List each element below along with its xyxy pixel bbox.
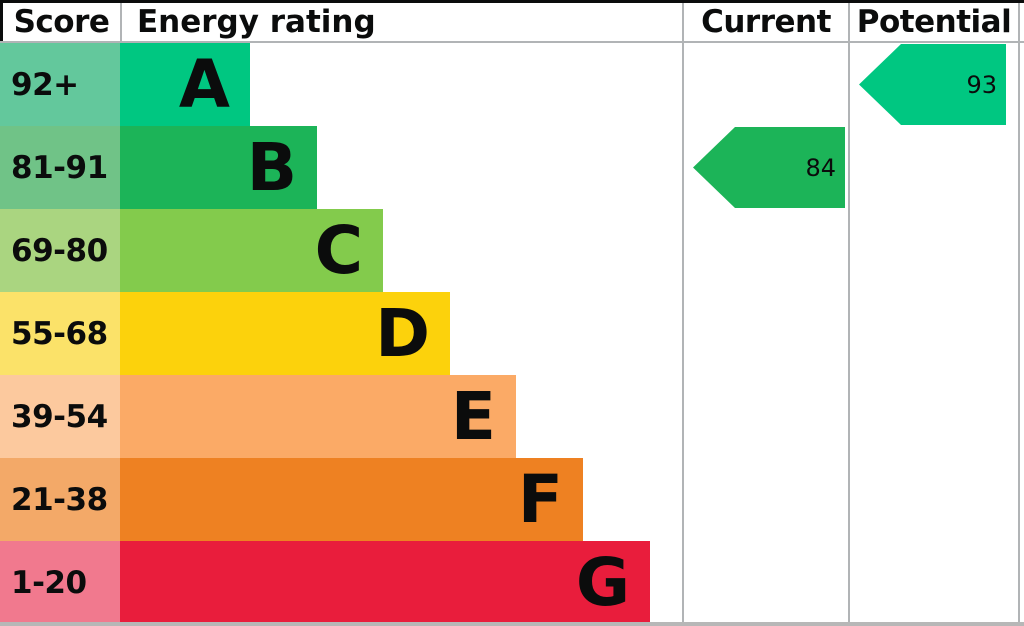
score-range-g: 1-20: [0, 541, 120, 622]
band-row-b: 81-91 B 84: [0, 126, 1024, 209]
potential-arrow: 93: [859, 44, 1006, 125]
header-row: Score Energy rating Current Potential: [0, 3, 1024, 43]
band-row-f: 21-38 F: [0, 458, 1024, 541]
band-letter-e: E: [450, 377, 496, 455]
band-bar-c: C: [120, 209, 383, 292]
band-letter-a: A: [178, 45, 230, 123]
potential-cell-d: [848, 292, 1020, 375]
current-cell-f: [682, 458, 848, 541]
current-cell-a: [682, 43, 848, 126]
potential-value: 93: [966, 70, 997, 99]
band-row-d: 55-68 D: [0, 292, 1024, 375]
band-bar-e: E: [120, 375, 516, 458]
energy-cell-a: A: [120, 43, 682, 126]
energy-cell-g: G: [120, 541, 682, 622]
current-cell-c: [682, 209, 848, 292]
band-row-a: 92+ A 93: [0, 43, 1024, 126]
header-score: Score: [0, 3, 120, 41]
current-cell-e: [682, 375, 848, 458]
band-letter-d: D: [375, 294, 430, 372]
potential-cell-f: [848, 458, 1020, 541]
energy-cell-d: D: [120, 292, 682, 375]
energy-cell-b: B: [120, 126, 682, 209]
header-energy-rating: Energy rating: [120, 3, 682, 41]
potential-cell-c: [848, 209, 1020, 292]
band-bar-g: G: [120, 541, 650, 622]
potential-cell-e: [848, 375, 1020, 458]
current-cell-d: [682, 292, 848, 375]
band-letter-f: F: [517, 460, 563, 538]
band-row-c: 69-80 C: [0, 209, 1024, 292]
band-letter-g: G: [575, 543, 630, 621]
potential-cell-a: 93: [848, 43, 1020, 126]
header-current: Current: [682, 3, 848, 41]
potential-cell-b: [848, 126, 1020, 209]
current-value: 84: [805, 153, 836, 182]
energy-cell-e: E: [120, 375, 682, 458]
current-arrow: 84: [693, 127, 845, 208]
energy-cell-f: F: [120, 458, 682, 541]
score-range-f: 21-38: [0, 458, 120, 541]
score-range-d: 55-68: [0, 292, 120, 375]
band-row-g: 1-20 G: [0, 541, 1024, 622]
band-letter-c: C: [314, 211, 363, 289]
header-potential: Potential: [848, 3, 1020, 41]
band-row-e: 39-54 E: [0, 375, 1024, 458]
band-bar-d: D: [120, 292, 450, 375]
energy-cell-c: C: [120, 209, 682, 292]
current-cell-g: [682, 541, 848, 622]
score-range-a: 92+: [0, 43, 120, 126]
potential-cell-g: [848, 541, 1020, 622]
score-range-c: 69-80: [0, 209, 120, 292]
score-range-b: 81-91: [0, 126, 120, 209]
band-bar-a: A: [120, 43, 250, 126]
band-bar-f: F: [120, 458, 583, 541]
current-cell-b: 84: [682, 126, 848, 209]
band-bar-b: B: [120, 126, 317, 209]
score-range-e: 39-54: [0, 375, 120, 458]
band-letter-b: B: [246, 128, 297, 206]
